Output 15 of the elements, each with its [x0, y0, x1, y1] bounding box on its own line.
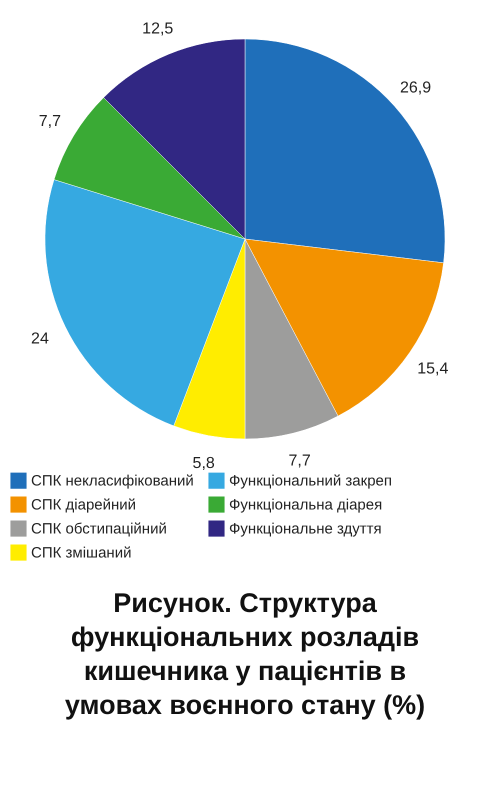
legend-label: Функціональна діарея	[229, 496, 382, 514]
data-label: 5,8	[192, 455, 215, 472]
text: Рисунок. Структура функціональних розладів кишечника у пацієнтів в умовах воєнного стану (%)	[64, 588, 426, 720]
legend-label: СПК змішаний	[31, 544, 132, 562]
data-label: 7,7	[288, 452, 311, 470]
data-label: 24	[31, 330, 49, 348]
legend-label: СПК діарейний	[31, 496, 136, 514]
legend-label: СПК обстипаційний	[31, 520, 167, 538]
data-label: 15,4	[417, 360, 448, 378]
data-label: 12,5	[142, 20, 174, 38]
data-label: 7,7	[38, 113, 62, 130]
legend-label: СПК некласифікований	[31, 472, 194, 490]
legend-label: Функціональний закреп	[229, 472, 392, 490]
legend-label: Функціональне здуття	[229, 520, 382, 538]
data-label: 26,9	[400, 80, 432, 97]
